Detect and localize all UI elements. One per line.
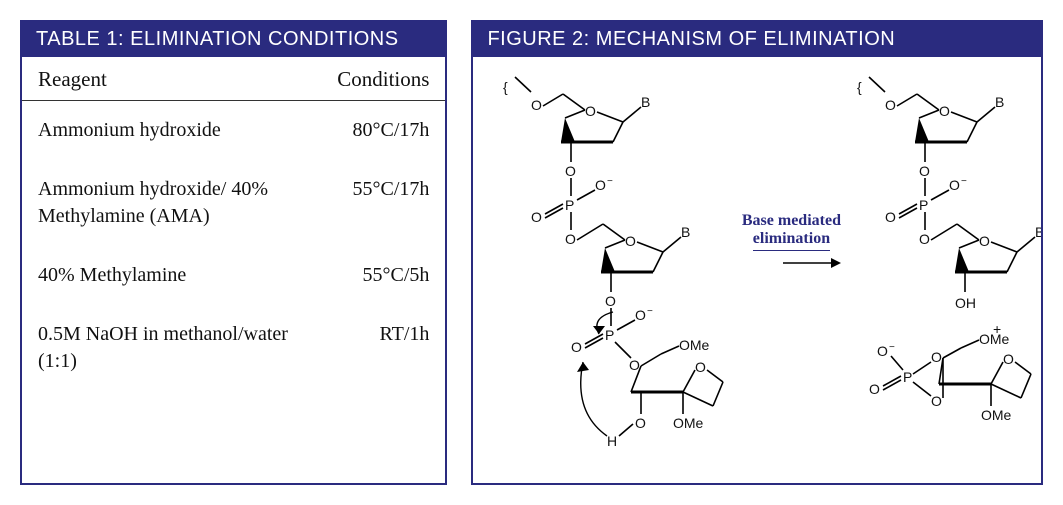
cell-reagent: Ammonium hydroxide/ 40% Methylamine (AMA…: [22, 160, 321, 246]
o-label: O: [595, 177, 606, 193]
ome-label: OMe: [979, 331, 1010, 347]
o-label: O: [635, 415, 646, 431]
minus-label: −: [607, 176, 613, 187]
p-label: P: [903, 369, 912, 385]
cell-conditions: 55°C/5h: [321, 246, 445, 305]
cell-conditions: 55°C/17h: [321, 160, 445, 246]
p-label: P: [919, 197, 928, 213]
p-label: P: [565, 197, 574, 213]
cell-conditions: 80°C/17h: [321, 101, 445, 161]
structure-left: { O O B: [483, 62, 743, 482]
table-body: Reagent Conditions Ammonium hydroxide 80…: [22, 57, 445, 391]
col-reagent: Reagent: [22, 57, 321, 101]
cell-reagent: 40% Methylamine: [22, 246, 321, 305]
sugar-unit-2r: O B OH: [931, 224, 1041, 311]
o-label: O: [585, 103, 596, 119]
figure-panel: FIGURE 2: MECHANISM OF ELIMINATION Base …: [471, 20, 1043, 485]
wedge-bond: [561, 118, 575, 142]
sugar-unit-2: O B O: [577, 224, 690, 309]
table-row: 0.5M NaOH in methanol/water (1:1) RT/1h: [22, 305, 445, 391]
minus-label: −: [961, 176, 967, 187]
o-label: O: [695, 359, 706, 375]
o-label: O: [939, 103, 950, 119]
reaction-label: Base mediated elimination: [731, 212, 851, 251]
phosphate-1r: P O O − O: [885, 176, 967, 247]
minus-label: −: [889, 342, 895, 353]
o-label: O: [869, 381, 880, 397]
minus-label: −: [647, 306, 653, 317]
o-label: O: [565, 231, 576, 247]
ome-label: OMe: [679, 337, 710, 353]
o-label: O: [635, 307, 646, 323]
elimination-table: Reagent Conditions Ammonium hydroxide 80…: [22, 57, 445, 391]
o-label: O: [885, 209, 896, 225]
o-label: O: [565, 163, 576, 179]
figure-body: Base mediated elimination { O: [473, 57, 1041, 483]
o-label: O: [877, 343, 888, 359]
brace-label: {: [503, 79, 508, 95]
reaction-arrow-icon: [783, 255, 843, 271]
oh-label: OH: [955, 295, 976, 311]
phosphate-1: P O O − O: [531, 176, 613, 247]
o-label: O: [531, 97, 542, 113]
sugar-unit-1r: O O B O: [885, 94, 1004, 179]
p-label: P: [605, 327, 614, 343]
page-container: TABLE 1: ELIMINATION CONDITIONS Reagent …: [20, 20, 1043, 485]
o-label: O: [931, 393, 942, 409]
base-label: B: [641, 94, 650, 110]
structure-right: { O O B O: [853, 62, 1041, 482]
o-label: O: [919, 163, 930, 179]
sugar-unit-1: O O B O: [531, 94, 650, 179]
o-label: O: [571, 339, 582, 355]
ome-label: OMe: [673, 415, 704, 431]
cyclic-phosphate-product: P O O − O O OMe: [869, 331, 1031, 423]
figure-title: FIGURE 2: MECHANISM OF ELIMINATION: [473, 22, 1041, 57]
o-label: O: [919, 231, 930, 247]
reaction-label-line1: Base mediated: [742, 212, 841, 229]
table-row: 40% Methylamine 55°C/5h: [22, 246, 445, 305]
cell-reagent: 0.5M NaOH in methanol/water (1:1): [22, 305, 321, 391]
o-label: O: [949, 177, 960, 193]
o-label: O: [625, 233, 636, 249]
o-label: O: [931, 349, 942, 365]
h-label: H: [607, 433, 617, 449]
cell-reagent: Ammonium hydroxide: [22, 101, 321, 161]
o-label: O: [1003, 351, 1014, 367]
brace-label: {: [857, 79, 862, 95]
mechanism-arrow-1: [581, 362, 607, 436]
sugar-unit-3: OMe O OMe O: [607, 337, 723, 449]
base-label: B: [1035, 224, 1041, 240]
table-panel: TABLE 1: ELIMINATION CONDITIONS Reagent …: [20, 20, 447, 485]
o-label: O: [531, 209, 542, 225]
o-label: O: [979, 233, 990, 249]
o-label: O: [605, 293, 616, 309]
wedge-bond: [601, 248, 615, 272]
cell-conditions: RT/1h: [321, 305, 445, 391]
table-header-row: Reagent Conditions: [22, 57, 445, 101]
ome-label: OMe: [981, 407, 1012, 423]
table-title: TABLE 1: ELIMINATION CONDITIONS: [22, 22, 445, 57]
o-label: O: [629, 357, 640, 373]
table-row: Ammonium hydroxide 80°C/17h: [22, 101, 445, 161]
o-label: O: [885, 97, 896, 113]
base-label: B: [995, 94, 1004, 110]
col-conditions: Conditions: [321, 57, 445, 101]
base-label: B: [681, 224, 690, 240]
reaction-label-line2: elimination: [753, 230, 830, 250]
table-row: Ammonium hydroxide/ 40% Methylamine (AMA…: [22, 160, 445, 246]
